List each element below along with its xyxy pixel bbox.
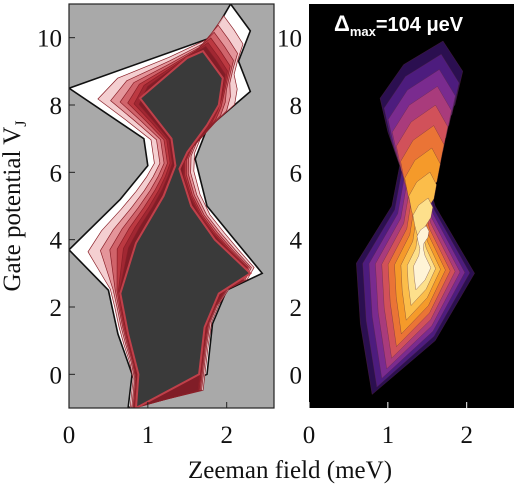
left-x-tick-label: 0 bbox=[63, 422, 76, 449]
right-x-tick-label: 1 bbox=[382, 422, 395, 449]
left-tick-labels: 0 1 2 0 2 4 6 8 10 bbox=[37, 26, 233, 449]
left-x-tick-label: 2 bbox=[220, 422, 233, 449]
right-tick-labels: 0 1 2 0 2 4 6 8 10 bbox=[277, 26, 473, 449]
right-x-tick-label: 2 bbox=[460, 422, 473, 449]
left-y-tick-label: 10 bbox=[37, 26, 62, 53]
right-y-tick-label: 4 bbox=[290, 228, 303, 255]
dark-interior bbox=[119, 49, 252, 408]
right-y-tick-label: 0 bbox=[290, 362, 303, 389]
y-axis-title: Gate potential VJ bbox=[0, 120, 30, 291]
left-panel bbox=[69, 4, 274, 408]
y-axis-title-subscript: J bbox=[13, 120, 30, 126]
right-panel bbox=[309, 4, 514, 408]
gap-contour-level bbox=[413, 225, 432, 291]
right-x-tick-label: 0 bbox=[303, 422, 316, 449]
delta-value: =104 μeV bbox=[376, 14, 464, 36]
left-x-tick-label: 1 bbox=[142, 422, 155, 449]
delta-max-label: Δmax=104 μeV bbox=[334, 11, 464, 39]
right-y-tick-label: 2 bbox=[290, 295, 303, 322]
right-y-tick-label: 10 bbox=[277, 26, 302, 53]
left-y-tick-label: 8 bbox=[50, 93, 63, 120]
y-axis-title-text: Gate potential V bbox=[0, 127, 26, 292]
right-y-tick-label: 8 bbox=[290, 93, 303, 120]
x-axis-title: Zeeman field (meV) bbox=[188, 457, 392, 484]
left-panel-frame bbox=[68, 3, 275, 409]
right-y-tick-label: 6 bbox=[290, 160, 303, 187]
left-y-tick-label: 0 bbox=[50, 362, 63, 389]
left-y-tick-label: 4 bbox=[50, 228, 63, 255]
svg-text:Gate potential VJ: Gate potential VJ bbox=[0, 120, 30, 291]
delta-symbol: Δ bbox=[334, 11, 350, 36]
left-y-tick-label: 6 bbox=[50, 160, 63, 187]
left-y-tick-label: 2 bbox=[50, 295, 63, 322]
delta-subscript: max bbox=[350, 24, 377, 39]
